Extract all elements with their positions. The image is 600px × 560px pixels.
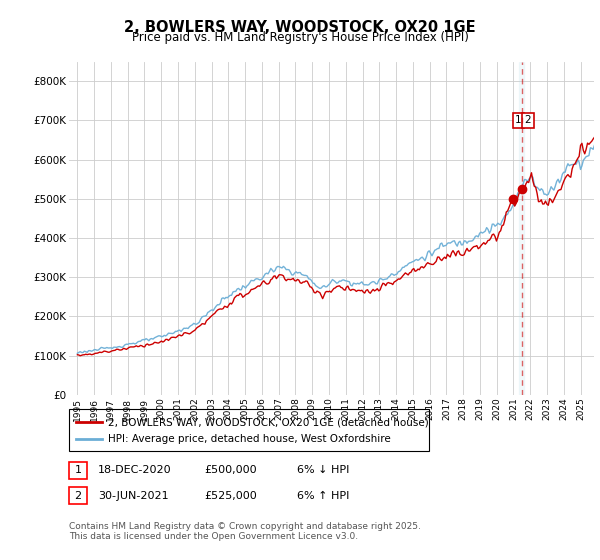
Bar: [520, 62, 524, 395]
Text: 2: 2: [74, 491, 82, 501]
Text: £500,000: £500,000: [204, 465, 257, 475]
Text: 1: 1: [515, 115, 522, 125]
Text: 30-JUN-2021: 30-JUN-2021: [98, 491, 169, 501]
Text: 6% ↑ HPI: 6% ↑ HPI: [297, 491, 349, 501]
Text: 18-DEC-2020: 18-DEC-2020: [98, 465, 172, 475]
Text: 1: 1: [74, 465, 82, 475]
Text: 6% ↓ HPI: 6% ↓ HPI: [297, 465, 349, 475]
Text: 2, BOWLERS WAY, WOODSTOCK, OX20 1GE (detached house): 2, BOWLERS WAY, WOODSTOCK, OX20 1GE (det…: [108, 417, 429, 427]
Text: 2, BOWLERS WAY, WOODSTOCK, OX20 1GE: 2, BOWLERS WAY, WOODSTOCK, OX20 1GE: [124, 20, 476, 35]
Text: HPI: Average price, detached house, West Oxfordshire: HPI: Average price, detached house, West…: [108, 434, 391, 444]
Text: Price paid vs. HM Land Registry's House Price Index (HPI): Price paid vs. HM Land Registry's House …: [131, 31, 469, 44]
Text: £525,000: £525,000: [204, 491, 257, 501]
Text: Contains HM Land Registry data © Crown copyright and database right 2025.
This d: Contains HM Land Registry data © Crown c…: [69, 522, 421, 542]
Text: 2: 2: [524, 115, 531, 125]
